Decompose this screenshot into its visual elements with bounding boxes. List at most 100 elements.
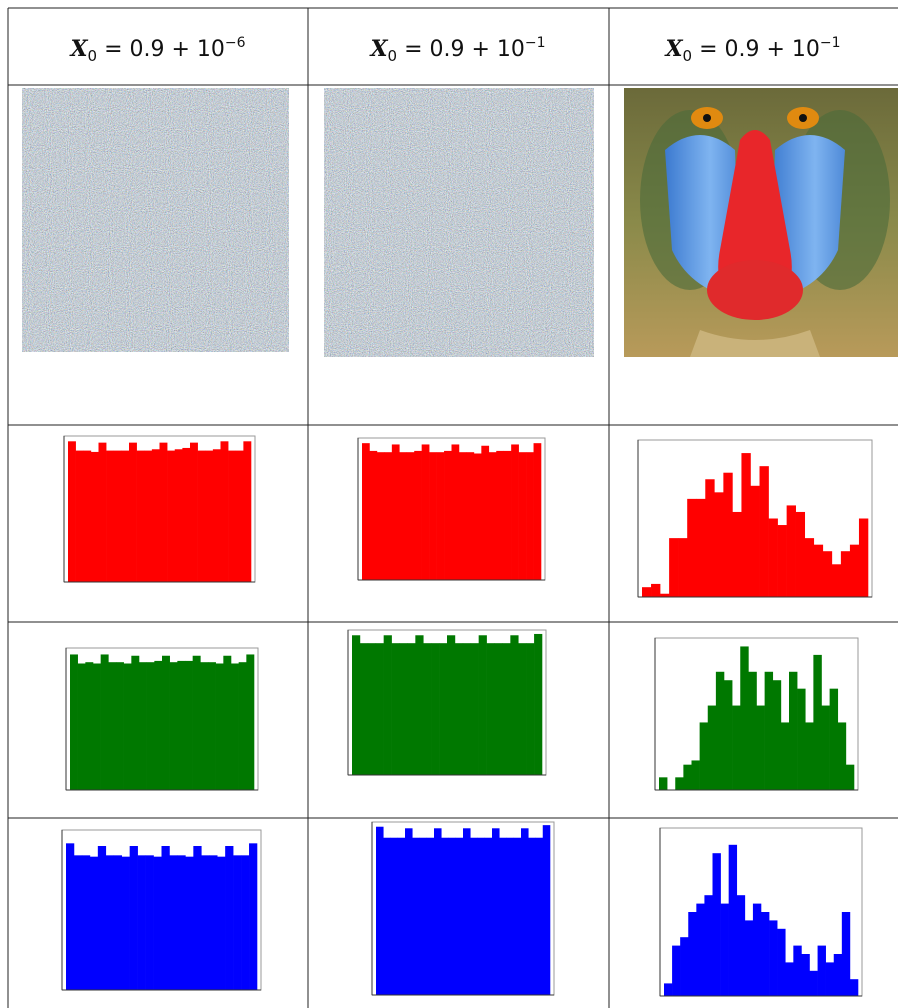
histogram-bar — [785, 962, 793, 996]
histogram-bar — [740, 646, 748, 790]
histogram-bar — [106, 855, 114, 990]
histogram-bar — [122, 857, 130, 990]
histogram-bar — [101, 654, 109, 790]
histogram-bar — [781, 722, 789, 790]
histogram-bar — [683, 765, 691, 790]
histogram-bar — [76, 451, 84, 582]
histogram-bar — [838, 722, 846, 790]
histogram-bar — [452, 444, 460, 580]
histogram-bar — [154, 661, 162, 790]
histogram-bar — [678, 538, 687, 597]
histogram-bar — [518, 643, 526, 775]
histogram-bar — [526, 452, 534, 580]
histogram-bar — [456, 838, 464, 995]
histogram-bar — [138, 855, 146, 990]
histogram-bar — [205, 451, 213, 582]
histogram-bar — [672, 946, 680, 996]
figure-table: X0 = 0.9 + 10−6X0 = 0.9 + 10−1X0 = 0.9 +… — [0, 0, 898, 1008]
histogram-bar — [479, 635, 487, 775]
histogram-bar — [642, 587, 651, 597]
histogram-bar — [669, 538, 678, 597]
histogram-bar — [841, 551, 850, 597]
histogram-bar — [732, 512, 741, 597]
histogram-bar — [492, 828, 500, 995]
histogram-bar — [223, 656, 231, 790]
exponent: −1 — [525, 35, 546, 51]
histogram-bar — [414, 451, 422, 580]
histogram-bar — [152, 449, 160, 582]
histogram-bar — [778, 525, 787, 597]
histogram-bar — [471, 643, 479, 775]
histogram-bar — [182, 448, 190, 582]
histogram-bar — [422, 444, 430, 580]
histogram-bar — [228, 451, 236, 582]
histogram-bar — [383, 838, 391, 995]
histogram-bar — [489, 452, 497, 580]
histogram-bar — [131, 656, 139, 790]
histogram-bar — [659, 777, 667, 790]
histogram-bar — [434, 828, 442, 995]
histogram-bar — [185, 857, 193, 990]
histogram-bar — [680, 937, 688, 996]
histogram-bar — [651, 584, 660, 597]
histogram-bar — [823, 551, 832, 597]
histogram-bar — [826, 962, 834, 996]
histogram-bar — [495, 643, 503, 775]
histogram-bar — [130, 846, 138, 990]
histogram-bar — [487, 643, 495, 775]
histogram-bar — [85, 662, 93, 790]
histogram-bar — [810, 971, 818, 996]
histogram-bar — [449, 838, 457, 995]
histogram-bar — [392, 643, 400, 775]
histogram-bar — [239, 662, 247, 790]
histogram-bar — [384, 452, 392, 580]
histogram-bar — [93, 663, 101, 790]
variable: X — [368, 36, 388, 62]
histogram-bar — [502, 643, 510, 775]
histogram-bar — [466, 452, 474, 580]
mandrill-image — [624, 88, 898, 357]
histogram-bar — [745, 920, 753, 996]
exponent: −6 — [225, 35, 246, 51]
histogram-bar — [233, 855, 241, 990]
histogram-bar — [423, 643, 431, 775]
histogram-bar — [231, 663, 239, 790]
histogram-bar — [543, 825, 551, 995]
histogram-bar — [243, 441, 251, 582]
histogram-bar — [200, 662, 208, 790]
subscript: 0 — [388, 47, 398, 65]
histogram-bar — [427, 838, 435, 995]
histogram-bar — [90, 857, 98, 990]
histogram-bar — [392, 444, 400, 580]
histogram-bar — [407, 452, 415, 580]
histogram-bar — [376, 643, 384, 775]
histogram-bar — [748, 672, 756, 790]
encrypted-image — [324, 88, 594, 357]
histogram-bar — [369, 451, 377, 580]
header-formula: X0 = 0.9 + 10−1 — [368, 35, 545, 65]
histogram-bar — [99, 443, 107, 582]
histogram-bar — [169, 855, 177, 990]
histogram-bar — [216, 663, 224, 790]
histogram-bar — [124, 663, 132, 790]
histogram-bar — [534, 443, 542, 580]
histogram-bar — [859, 519, 868, 598]
histogram-bar — [114, 855, 122, 990]
histogram-bar — [147, 662, 155, 790]
histogram-bar — [805, 538, 814, 597]
histogram-bar — [162, 656, 170, 790]
histogram-bar — [82, 855, 90, 990]
histogram-bar — [514, 838, 522, 995]
histogram-bar — [415, 635, 423, 775]
histogram-bar — [700, 722, 708, 790]
histogram-bar — [528, 838, 536, 995]
histogram-bar — [431, 643, 439, 775]
histogram-bar — [753, 904, 761, 996]
histogram-bar — [463, 828, 471, 995]
encrypted-image — [22, 88, 289, 352]
histogram-bar — [496, 451, 504, 580]
histogram-bar — [796, 512, 805, 597]
histogram-bar — [692, 760, 700, 790]
histogram-bar — [74, 855, 82, 990]
histogram-bar — [249, 843, 257, 990]
